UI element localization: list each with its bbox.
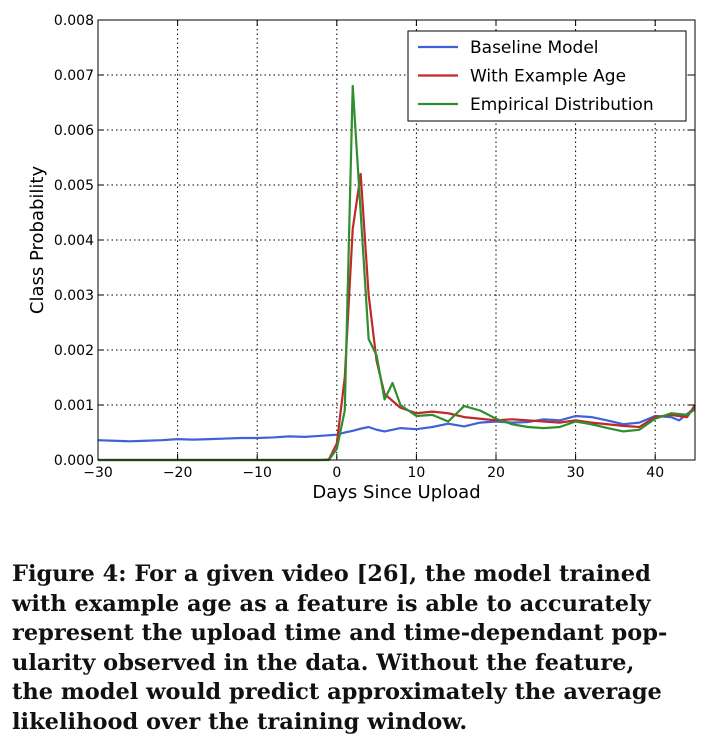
figure-4-line-chart: −30 −20 −10 0 10 20 30 40 0.000 0.001 0.002 0.003 0.…: [27, 13, 696, 503]
legend: Baseline Model With Example Age Empirical …: [407, 30, 687, 122]
x-tick-label: 10: [407, 465, 425, 481]
caption-line: likelihood over the training window.: [12, 708, 468, 735]
chart-svg: −30 −20 −10 0 10 20 30 40 0.000 0.001 0.002 0.003 0.…: [27, 13, 696, 503]
caption-line: the model would predict approximately th…: [12, 679, 662, 705]
x-tick-label: 30: [567, 465, 585, 481]
y-tick-label: 0.004: [54, 233, 94, 249]
y-tick-label: 0.005: [54, 178, 94, 194]
x-tick-label: −20: [163, 465, 193, 481]
y-tick-label: 0.001: [54, 398, 94, 414]
caption-line: Figure 4: For a given video [26], the mo…: [12, 561, 651, 587]
x-tick-label: −10: [242, 465, 272, 481]
axis-labels: −30 −20 −10 0 10 20 30 40 0.000 0.001 0.002 0.003 0.…: [27, 13, 664, 503]
axis-ticks: [97, 19, 695, 461]
series-line-baseline-model: [97, 406, 696, 443]
legend-label: Baseline Model: [470, 38, 599, 58]
y-tick-label: 0.003: [54, 288, 94, 304]
y-axis-label: Class Probability: [27, 166, 48, 315]
legend-label: Empirical Distribution: [470, 95, 654, 115]
caption-line: represent the upload time and time-depen…: [12, 620, 668, 646]
y-tick-label: 0.000: [54, 453, 94, 469]
x-tick-label: 0: [332, 465, 341, 481]
caption-line: ularity observed in the data. Without th…: [12, 649, 635, 676]
series-line-empirical-distribution: [98, 84, 696, 462]
figure-caption: Figure 4: For a given video [26], the mo…: [12, 560, 712, 737]
y-tick-label: 0.006: [54, 123, 94, 139]
x-axis-label: Days Since Upload: [312, 482, 480, 503]
x-tick-label: 20: [487, 465, 505, 481]
legend-label: With Example Age: [470, 67, 626, 87]
y-tick-label: 0.008: [54, 13, 94, 29]
y-tick-label: 0.002: [54, 343, 94, 359]
plot-series: [97, 84, 696, 462]
x-tick-label: 40: [646, 465, 664, 481]
caption-line: with example age as a feature is able to…: [12, 590, 651, 617]
x-tick-label: −30: [83, 465, 113, 481]
y-tick-label: 0.007: [54, 68, 94, 84]
series-line-with-example-age: [98, 172, 696, 462]
